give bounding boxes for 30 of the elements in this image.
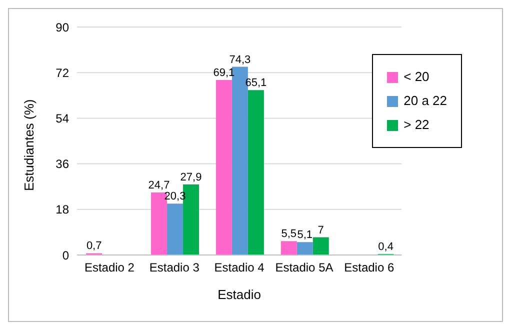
y-axis-title: Estudiantes (%) <box>22 99 37 191</box>
bar <box>312 237 329 255</box>
y-tick-label: 54 <box>56 111 70 126</box>
x-tick-label: Estadio 4 <box>214 260 265 275</box>
data-label: 7 <box>318 224 324 236</box>
y-tick-label: 90 <box>56 20 70 34</box>
bar <box>167 204 184 255</box>
data-label: 0,4 <box>378 240 394 253</box>
legend-label: < 20 <box>404 68 430 86</box>
y-tick-label: 0 <box>62 248 70 262</box>
x-tick-label: Estadio 2 <box>84 260 135 275</box>
bar <box>296 242 313 255</box>
data-label: 27,9 <box>180 171 202 184</box>
x-tick-label: Estadio 5A <box>275 260 334 275</box>
data-label: 0,7 <box>86 240 102 252</box>
y-tick-label: 36 <box>56 157 70 172</box>
data-label: 5,1 <box>297 229 313 242</box>
x-tick-label: Estadio 3 <box>149 260 200 275</box>
bar <box>280 241 297 255</box>
data-label: 24,7 <box>148 179 170 192</box>
x-axis-title: Estadio <box>218 287 261 302</box>
bar <box>216 80 232 255</box>
data-label: 5,5 <box>281 228 297 240</box>
x-tick-label: Estadio 6 <box>344 260 394 275</box>
legend-label: 20 a 22 <box>404 92 447 110</box>
data-label: 74,3 <box>229 54 251 66</box>
bar <box>248 90 264 255</box>
y-tick-label: 18 <box>56 202 70 217</box>
y-tick-label: 72 <box>56 66 70 80</box>
legend-label: > 22 <box>404 116 430 134</box>
